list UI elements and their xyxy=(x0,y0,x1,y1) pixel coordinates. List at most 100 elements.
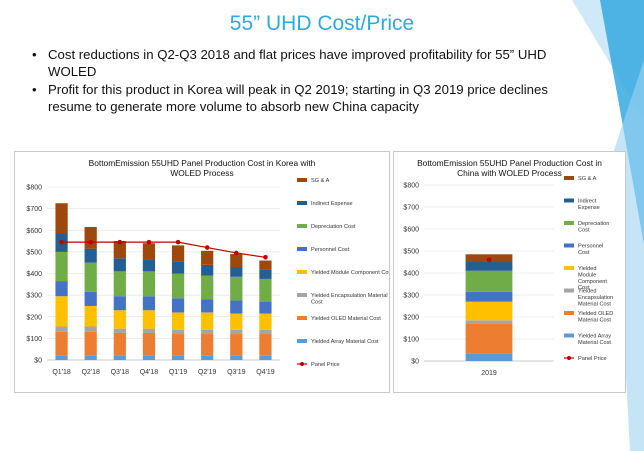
bar-segment xyxy=(113,271,126,297)
legend-swatch xyxy=(297,201,307,205)
legend-swatch xyxy=(297,224,307,228)
y-tick-label: $300 xyxy=(26,293,42,300)
y-tick-label: $500 xyxy=(403,249,419,256)
bar-segment xyxy=(230,329,243,335)
bar-segment xyxy=(465,262,513,271)
bar-segment xyxy=(113,332,126,356)
legend-swatch xyxy=(564,333,574,338)
bar-segment xyxy=(113,328,126,333)
bar-segment xyxy=(55,203,68,234)
y-tick-label: $300 xyxy=(403,293,419,300)
legend-label: SG & A xyxy=(311,178,330,184)
bar-segment xyxy=(84,291,97,306)
y-tick-label: $600 xyxy=(26,228,42,235)
chart-title: BottomEmission 55UHD Panel Production Co… xyxy=(88,158,316,178)
y-tick-label: $700 xyxy=(26,206,42,213)
y-tick-label: $100 xyxy=(403,337,419,344)
bar-segment xyxy=(55,296,68,327)
bar-segment xyxy=(201,312,214,330)
x-tick-label: Q4'18 xyxy=(140,369,159,376)
bar-segment xyxy=(259,355,272,360)
legend-label: Yielded Module Component Cost xyxy=(311,270,389,276)
y-tick-label: $0 xyxy=(411,359,419,366)
y-tick-label: $100 xyxy=(26,336,42,343)
bar-segment xyxy=(465,353,513,361)
y-tick-label: $800 xyxy=(403,183,419,190)
bar-segment xyxy=(259,269,272,279)
bar-segment xyxy=(171,273,185,299)
x-tick-label: Q2'18 xyxy=(81,369,100,376)
bar-segment xyxy=(55,251,68,282)
bar-segment xyxy=(465,320,513,324)
legend-label: Panel Price xyxy=(311,362,340,368)
bar-segment xyxy=(84,305,97,327)
legend-label: Yielded OLED Material Cost xyxy=(311,316,381,322)
bar-segment xyxy=(201,355,214,360)
bar-segment xyxy=(230,276,243,301)
korea-cost-chart: $0 $100 $200 $300 $400 $500 $600 $700 $800 Q1'18 Q… xyxy=(26,178,389,376)
panel-price-point xyxy=(234,250,239,256)
bar-segment xyxy=(230,267,243,277)
legend-label: Yielded Array Material Cost xyxy=(578,334,611,346)
bar-segment xyxy=(230,334,243,356)
bar-segment xyxy=(113,310,126,329)
legend-label: Yielded Encapsulation Material Cost xyxy=(311,293,388,305)
bar-segment xyxy=(142,310,156,329)
bar-segment xyxy=(201,299,214,313)
bullet-item: Cost reductions in Q2-Q3 2018 and flat p… xyxy=(32,46,592,80)
chart-title: BottomEmission 55UHD Panel Production Co… xyxy=(417,158,602,178)
bar-segment xyxy=(55,281,68,297)
bar-segment xyxy=(142,296,156,311)
bar-segment xyxy=(113,258,126,272)
bar-segment xyxy=(259,278,272,302)
legend-label: Personnel Cost xyxy=(311,247,350,253)
panel-price-point xyxy=(486,257,492,263)
bar-segment xyxy=(84,248,97,263)
bar-segment xyxy=(84,355,97,360)
panel-price-point xyxy=(59,239,64,245)
slide-title: 55” UHD Cost/Price xyxy=(229,12,415,35)
legend-label: Personnel Cost xyxy=(578,244,603,256)
bar-segment xyxy=(142,332,156,356)
panel-price-line xyxy=(61,241,266,258)
legend-swatch xyxy=(564,311,574,315)
bar-segment xyxy=(142,259,156,272)
legend-label: Indirect Expense xyxy=(311,201,353,207)
bar-segment xyxy=(55,331,68,356)
panel-price-point xyxy=(204,245,210,250)
legend-swatch xyxy=(297,316,307,320)
legend-swatch xyxy=(297,178,307,182)
panel-price-point xyxy=(117,239,123,245)
y-tick-label: $0 xyxy=(34,358,42,365)
legend-swatch xyxy=(297,339,307,343)
legend-label: Yielded Array Material Cost xyxy=(311,339,379,345)
korea-chart-panel: BottomEmission 55UHD Panel Production Co… xyxy=(14,151,390,393)
legend-label: SG & A xyxy=(578,176,597,182)
bar-segment xyxy=(201,329,214,335)
legend-label: Indirect Expense xyxy=(578,199,600,211)
bar-segment xyxy=(230,300,243,314)
bar-segment xyxy=(84,227,97,249)
china-cost-chart: $0 $100 $200 $300 $400 $500 $600 $700 $800 2019 SG… xyxy=(403,176,613,377)
legend-swatch xyxy=(564,176,574,180)
x-tick-label: 2019 xyxy=(481,370,497,377)
y-tick-label: $700 xyxy=(403,205,419,212)
legend-swatch xyxy=(564,198,574,203)
y-tick-label: $600 xyxy=(403,227,419,234)
legend-swatch xyxy=(297,270,307,274)
bar-segment xyxy=(55,355,68,360)
bar-segment xyxy=(113,296,126,311)
y-tick-label: $800 xyxy=(26,185,42,192)
x-tick-label: Q3'18 xyxy=(111,369,130,376)
legend-label: Yielded OLED Material Cost xyxy=(578,311,613,323)
y-tick-label: $400 xyxy=(403,271,419,278)
bar-segment xyxy=(259,260,272,270)
legend-label: Yielded Module Component Cost xyxy=(578,266,607,291)
x-tick-label: Q1'19 xyxy=(169,369,188,376)
bar-segment xyxy=(201,250,214,265)
panel-price-point xyxy=(175,239,181,245)
bar-segment xyxy=(201,275,214,300)
bar-segment xyxy=(171,329,185,335)
bar-segment xyxy=(171,334,185,356)
bar-segment xyxy=(171,245,185,262)
